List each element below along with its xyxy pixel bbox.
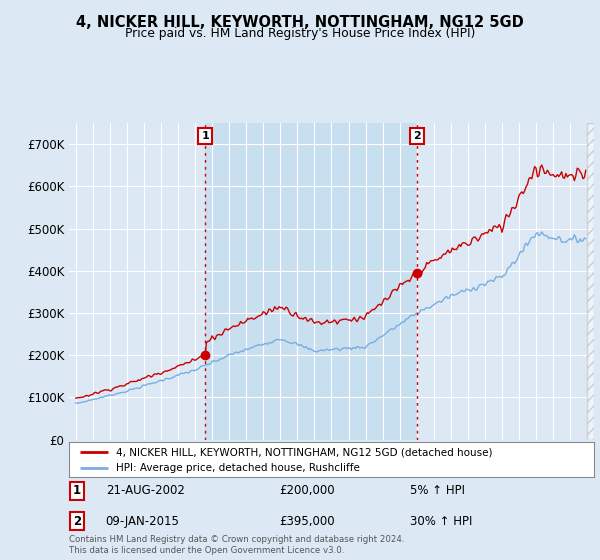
Text: Contains HM Land Registry data © Crown copyright and database right 2024.
This d: Contains HM Land Registry data © Crown c…: [69, 535, 404, 555]
Text: 1: 1: [73, 484, 81, 497]
Text: 1: 1: [201, 131, 209, 141]
Text: 2: 2: [73, 515, 81, 528]
Bar: [587, 123, 594, 440]
Text: 4, NICKER HILL, KEYWORTH, NOTTINGHAM, NG12 5GD (detached house): 4, NICKER HILL, KEYWORTH, NOTTINGHAM, NG…: [116, 447, 493, 457]
Bar: [205, 123, 417, 440]
Text: 2: 2: [413, 131, 421, 141]
Text: Price paid vs. HM Land Registry's House Price Index (HPI): Price paid vs. HM Land Registry's House …: [125, 27, 475, 40]
Text: 5% ↑ HPI: 5% ↑ HPI: [410, 484, 465, 497]
Text: 4, NICKER HILL, KEYWORTH, NOTTINGHAM, NG12 5GD: 4, NICKER HILL, KEYWORTH, NOTTINGHAM, NG…: [76, 15, 524, 30]
Text: £395,000: £395,000: [279, 515, 335, 528]
Text: £200,000: £200,000: [279, 484, 335, 497]
Text: 30% ↑ HPI: 30% ↑ HPI: [410, 515, 473, 528]
Text: 21-AUG-2002: 21-AUG-2002: [106, 484, 185, 497]
Text: HPI: Average price, detached house, Rushcliffe: HPI: Average price, detached house, Rush…: [116, 464, 360, 473]
Text: 09-JAN-2015: 09-JAN-2015: [106, 515, 179, 528]
